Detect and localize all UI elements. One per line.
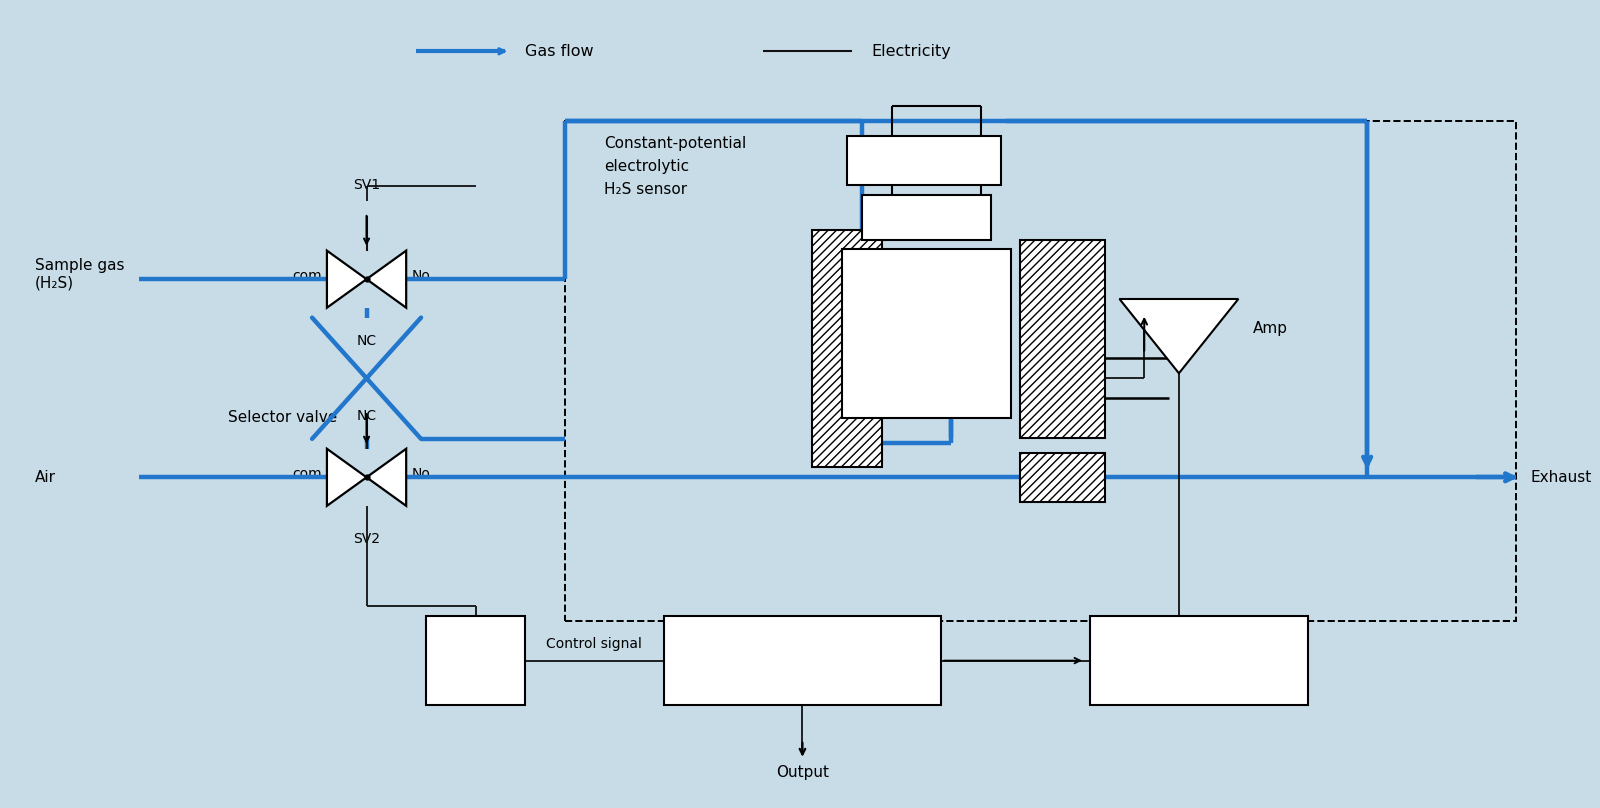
Bar	[1021, 452, 1104, 502]
Polygon shape	[1120, 299, 1238, 373]
Text: Microprocessor: Microprocessor	[747, 653, 858, 668]
Bar	[813, 229, 882, 467]
Polygon shape	[366, 448, 406, 506]
Text: Control signal: Control signal	[547, 637, 642, 650]
Bar	[664, 616, 941, 705]
Text: NC: NC	[357, 409, 376, 423]
Polygon shape	[326, 250, 366, 308]
Text: A/D conversion: A/D conversion	[1146, 654, 1251, 667]
Text: Gas flow: Gas flow	[525, 44, 594, 59]
Text: com: com	[293, 467, 322, 482]
Text: Constant-potential
electrolytic
H₂S sensor: Constant-potential electrolytic H₂S sens…	[605, 136, 747, 197]
Text: No.: No.	[411, 467, 434, 482]
Text: Sample gas
(H₂S): Sample gas (H₂S)	[35, 258, 125, 290]
Text: Selector valve: Selector valve	[227, 410, 338, 425]
Text: Amp: Amp	[1253, 322, 1288, 336]
Bar	[846, 136, 1000, 185]
Text: NC: NC	[357, 334, 376, 347]
Text: Exhaust: Exhaust	[1531, 469, 1592, 485]
Bar	[565, 120, 1515, 621]
Text: com: com	[293, 269, 322, 283]
Text: Electricity: Electricity	[872, 44, 952, 59]
Text: SSR: SSR	[461, 653, 490, 668]
Text: Air: Air	[35, 469, 56, 485]
Bar	[426, 616, 525, 705]
Polygon shape	[366, 250, 406, 308]
Bar	[1021, 239, 1104, 438]
Bar	[1090, 616, 1307, 705]
Bar	[862, 195, 990, 239]
Polygon shape	[326, 448, 366, 506]
Text: No.: No.	[411, 269, 434, 283]
Text: SV2: SV2	[354, 532, 381, 545]
Text: SV1: SV1	[354, 178, 381, 192]
Text: Output: Output	[776, 764, 829, 780]
Text: V: V	[1160, 314, 1168, 327]
Bar	[842, 250, 1011, 418]
